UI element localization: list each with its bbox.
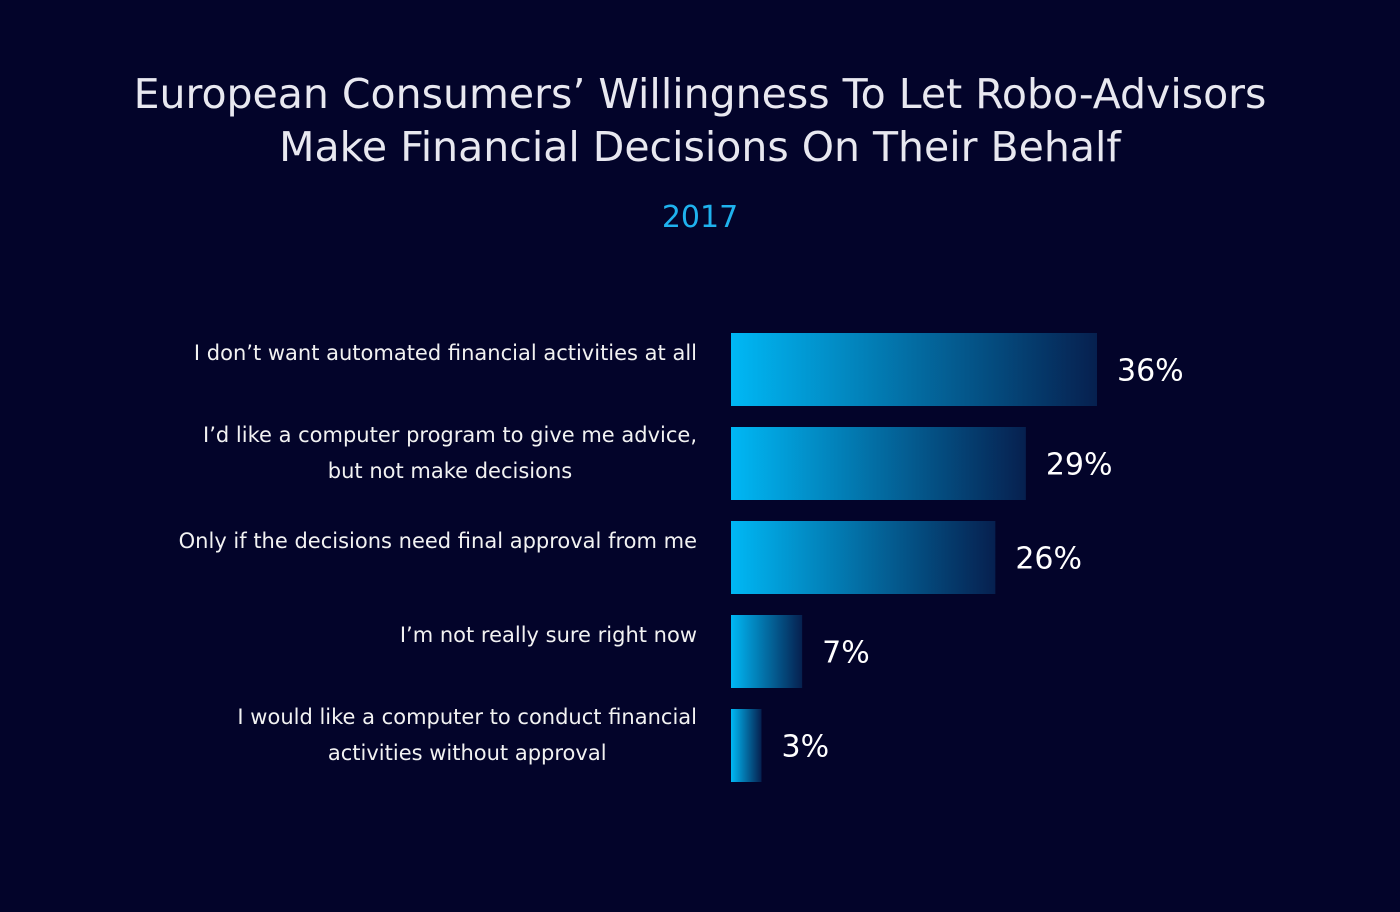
category-label-4-line-1: activities without approval: [328, 741, 607, 765]
value-label-3: 7%: [822, 636, 870, 671]
chart-subtitle: 2017: [661, 200, 739, 235]
bar-0: [731, 333, 1097, 406]
category-label-1: I’d like a computer program to give me a…: [203, 423, 697, 483]
bar-2: [731, 521, 996, 594]
category-label-3: I’m not really sure right now: [400, 623, 697, 647]
chart-title-line-1: European Consumers’ Willingness To Let R…: [133, 70, 1267, 118]
chart-title: European Consumers’ Willingness To Let R…: [0, 68, 1400, 174]
bar-3: [731, 615, 803, 688]
category-label-0: I don’t want automated financial activit…: [194, 341, 697, 365]
bar-4: [731, 709, 762, 782]
category-label-4: I would like a computer to conduct finan…: [237, 705, 697, 765]
category-label-1-line-1: but not make decisions: [328, 459, 572, 483]
bar-1: [731, 427, 1026, 500]
value-label-0: 36%: [1117, 354, 1184, 389]
category-label-3-line-0: I’m not really sure right now: [400, 623, 697, 647]
chart-title-line-2: Make Financial Decisions On Their Behalf: [279, 123, 1121, 171]
category-label-4-line-0: I would like a computer to conduct finan…: [237, 705, 697, 729]
bars-layer: 36% I don’t want automated financial acti…: [179, 333, 1184, 782]
value-label-1: 29%: [1046, 448, 1113, 483]
value-label-4: 3%: [782, 730, 830, 765]
category-label-2-line-0: Only if the decisions need final approva…: [179, 529, 697, 553]
category-label-2: Only if the decisions need final approva…: [179, 529, 697, 553]
category-label-0-line-0: I don’t want automated financial activit…: [194, 341, 697, 365]
category-label-1-line-0: I’d like a computer program to give me a…: [203, 423, 697, 447]
value-label-2: 26%: [1015, 542, 1082, 577]
